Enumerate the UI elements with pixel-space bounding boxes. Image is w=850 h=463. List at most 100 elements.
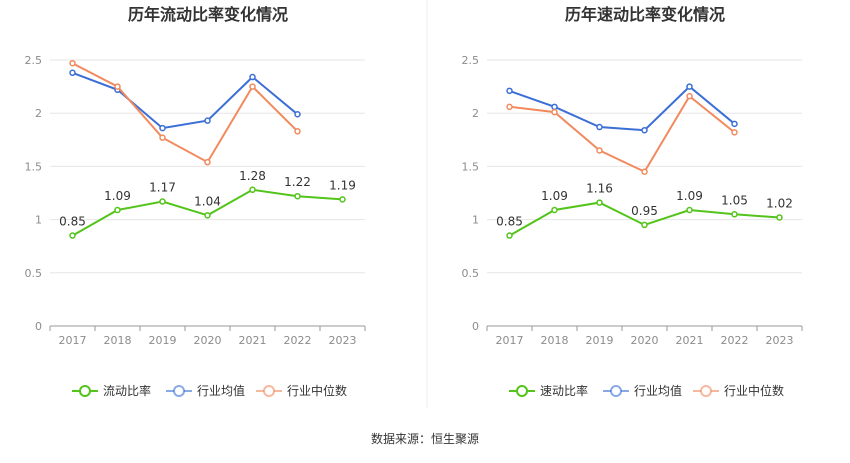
data-point [69,59,76,67]
data-point [641,221,648,229]
data-source: 数据来源：恒生聚源 [371,431,479,446]
data-label: 1.04 [194,194,221,208]
x-tick-label: 2019 [586,334,614,347]
legend-line-icon[interactable] [256,385,282,397]
x-tick-label: 2021 [239,334,267,347]
data-label: 1.17 [149,181,176,195]
series-line-3 [72,62,299,164]
data-point [294,111,301,118]
legend-marker [610,385,622,397]
data-point [686,206,693,214]
legend-label[interactable]: 行业均值 [197,383,245,398]
chart-title: 历年速动比率变化情况 [565,5,725,24]
data-label: 0.85 [59,215,86,229]
data-point [506,103,513,111]
data-point [506,87,513,95]
data-label: 1.16 [586,182,613,196]
data-point [69,232,76,239]
data-point [114,206,121,214]
data-point [731,211,738,218]
legend-line-icon[interactable] [603,385,629,397]
data-point [204,158,211,166]
data-point [596,147,603,154]
data-point [294,192,301,200]
y-tick-label: 0 [35,320,42,333]
data-point [731,120,738,128]
data-label: 0.95 [631,204,658,218]
data-label: 1.19 [329,178,356,192]
data-label: 1.09 [676,189,703,203]
data-point [114,83,121,90]
x-tick-label: 2018 [104,334,132,347]
data-point [686,83,693,90]
legend-marker [516,385,528,397]
x-tick-label: 2020 [194,334,222,347]
y-tick-label: 2 [472,107,479,120]
x-tick-label: 2022 [721,334,749,347]
data-point [249,186,256,194]
legend-label[interactable]: 行业中位数 [724,383,784,398]
legend-label[interactable]: 行业均值 [634,383,682,398]
legend-marker [79,385,91,397]
series-line-2 [509,85,736,132]
y-tick-label: 2.5 [462,54,480,67]
data-point [731,129,738,136]
legend-label[interactable]: 行业中位数 [287,383,347,398]
legend-marker [700,385,712,397]
x-tick-label: 2022 [284,334,312,347]
data-label: 1.05 [721,193,748,207]
x-tick-label: 2017 [59,334,87,347]
legend-label[interactable]: 流动比率 [103,383,151,398]
data-point [249,83,256,90]
data-point [159,198,166,205]
series-line-3 [509,94,736,173]
legend-marker [263,385,275,397]
data-label: 1.09 [104,189,131,203]
chart-panel-2: 历年速动比率变化情况 0 0.5 1 1.5 2 2.5 2017 2018 2019 2020 20… [462,5,803,398]
y-tick-label: 2 [35,107,42,120]
y-tick-label: 1.5 [462,160,480,173]
data-point [204,212,211,219]
data-point [159,134,166,141]
y-tick-label: 1.5 [25,160,43,173]
series-line-2 [72,71,299,130]
data-point [686,92,693,100]
x-tick-label: 2019 [149,334,177,347]
legend-line-icon[interactable] [509,385,535,397]
data-label: 1.22 [284,175,311,189]
x-tick-label: 2017 [496,334,524,347]
data-point [294,128,301,135]
data-point [551,103,558,111]
data-point [641,168,648,175]
legend-marker [173,385,185,397]
legend-line-icon[interactable] [166,385,192,397]
data-label: 1.09 [541,189,568,203]
data-point [339,196,346,203]
data-point [204,117,211,124]
data-label: 0.85 [496,215,523,229]
x-tick-label: 2021 [676,334,704,347]
legend-label[interactable]: 速动比率 [540,383,588,398]
legend-line-icon[interactable] [693,385,719,397]
x-tick-label: 2018 [541,334,569,347]
data-point [249,73,256,81]
legend-line-icon[interactable] [72,385,98,397]
x-tick-label: 2020 [631,334,659,347]
y-tick-label: 0.5 [462,267,480,280]
data-point [69,69,76,77]
data-label: 1.02 [766,196,793,210]
chart-title: 历年流动比率变化情况 [128,5,288,24]
data-label: 1.28 [239,169,266,183]
y-tick-label: 0.5 [25,267,43,280]
y-tick-label: 1 [472,214,479,227]
data-point [596,199,603,206]
data-point [551,206,558,214]
y-tick-label: 0 [472,320,479,333]
x-tick-label: 2023 [329,334,357,347]
y-tick-label: 1 [35,214,42,227]
x-tick-label: 2023 [766,334,794,347]
data-point [159,124,166,132]
data-point [641,126,648,134]
data-point [506,232,513,239]
